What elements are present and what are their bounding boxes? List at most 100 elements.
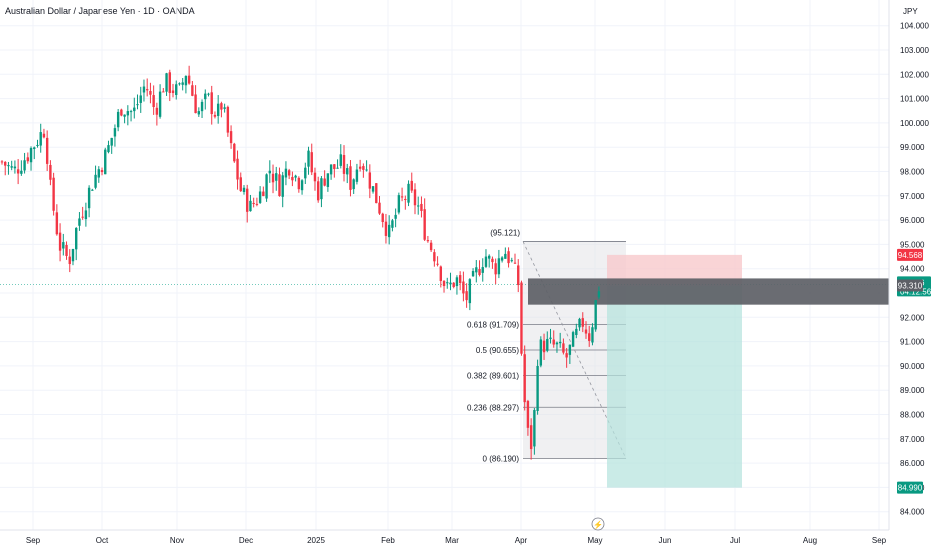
candle [449, 282, 452, 285]
candle [107, 145, 110, 153]
candle [520, 282, 523, 354]
time-tick-label: Jun [659, 536, 672, 545]
candle [591, 327, 594, 343]
candle [71, 248, 75, 262]
candle [397, 195, 401, 213]
target-price-tag-bg [897, 481, 923, 494]
candle [378, 202, 381, 214]
candle [513, 262, 517, 264]
candle [313, 172, 317, 182]
target-price-tag: 84.990 [898, 484, 923, 493]
price-axis: 84.00085.00086.00087.00088.00089.00090.0… [888, 0, 932, 550]
candle [136, 104, 139, 106]
price-tick-label: 97.000 [900, 192, 925, 201]
candle [494, 263, 497, 275]
candle [255, 203, 259, 205]
event-marker-icon[interactable] [591, 517, 605, 531]
candle [529, 425, 533, 450]
candle [275, 173, 278, 181]
candle [7, 165, 10, 167]
candle [94, 174, 97, 188]
fib-level-label: 0.618 (91.709) [467, 320, 519, 329]
candle [216, 103, 220, 116]
candle [488, 255, 491, 259]
candle [191, 85, 194, 96]
candle [236, 158, 239, 180]
candle [555, 342, 559, 345]
candle [204, 93, 207, 100]
candle [210, 92, 213, 115]
candle [478, 269, 481, 275]
candle [375, 183, 378, 204]
candle [252, 202, 255, 205]
entry-zone-band[interactable] [528, 278, 889, 305]
candle [91, 189, 94, 191]
candle [300, 180, 304, 191]
candle [355, 169, 359, 182]
candle [326, 173, 330, 187]
candle [368, 172, 372, 189]
candle [333, 164, 336, 170]
candle [484, 256, 488, 267]
candle [126, 111, 130, 116]
candle [68, 256, 71, 265]
candle [97, 169, 100, 178]
candle [594, 300, 597, 330]
candle [320, 178, 323, 200]
candle [546, 338, 549, 351]
candle [578, 318, 581, 328]
candle [339, 154, 342, 166]
candle [452, 282, 455, 287]
candle [116, 111, 120, 128]
candle [384, 221, 388, 236]
candle [542, 340, 546, 353]
candle [200, 101, 204, 112]
candle [258, 191, 262, 203]
candle [213, 114, 217, 117]
candle [342, 155, 346, 174]
candle [29, 148, 33, 163]
price-tick-label: 103.000 [900, 46, 929, 55]
take-profit-zone[interactable] [607, 285, 742, 488]
time-tick-label: May [587, 536, 602, 545]
candle [404, 198, 407, 200]
candle [145, 89, 149, 91]
candle [584, 329, 588, 334]
candle [413, 189, 417, 206]
fib-labels: (95.121) 0.618 (91.709) 0.5 (90.655) 0.382 … [467, 228, 520, 463]
candle [571, 332, 575, 347]
price-tick-label: 92.000 [900, 313, 925, 322]
candle [291, 176, 294, 181]
candle [84, 210, 88, 220]
candle [197, 111, 201, 115]
candle [26, 157, 30, 162]
time-tick-label: Sep [26, 536, 41, 545]
candle [552, 339, 555, 345]
time-tick-label: Jul [730, 536, 740, 545]
chart-title: Australian Dollar / Japanese Yen · 1D · … [5, 6, 195, 16]
price-tick-label: 87.000 [900, 435, 925, 444]
candle [358, 166, 362, 169]
candle [436, 263, 439, 265]
candle [271, 173, 275, 183]
candle [352, 179, 355, 190]
candle [78, 218, 81, 226]
candle [242, 187, 246, 193]
candle [13, 166, 17, 169]
candle [575, 328, 578, 335]
drawings [0, 241, 889, 488]
candle [123, 114, 126, 117]
fib-level-label: 0.5 (90.655) [476, 346, 519, 355]
price-tick-label: 94.000 [900, 265, 925, 274]
candle [481, 267, 484, 273]
candle [429, 242, 433, 251]
price-tick-label: 98.000 [900, 168, 925, 177]
fib-level-label: 0.236 (88.297) [467, 403, 519, 412]
candle [10, 166, 13, 168]
candle [226, 106, 230, 133]
candle [304, 167, 307, 179]
candle [407, 183, 410, 203]
candle [207, 93, 210, 95]
candle [110, 137, 113, 146]
